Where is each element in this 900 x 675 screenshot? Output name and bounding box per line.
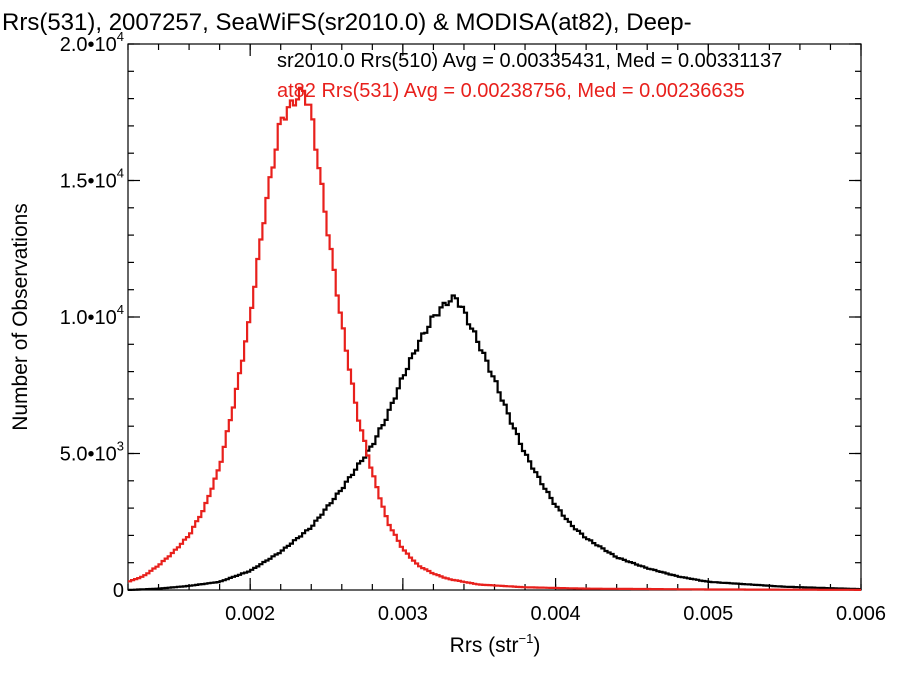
x-tick-label-4: 0.006 [836, 603, 886, 625]
axis-ticks [127, 43, 862, 591]
x-tick-label-0: 0.002 [225, 603, 275, 625]
plot-frame [127, 43, 862, 591]
x-tick-label-2: 0.004 [531, 603, 581, 625]
legend-entry-black: sr2010.0 Rrs(510) Avg = 0.00335431, Med … [277, 50, 782, 72]
series-layer [128, 86, 861, 591]
y-tick-labels: 0 5.0•103 1.0•104 1.5•104 2.0•104 [60, 29, 124, 602]
y-tick-label-4: 2.0•104 [60, 29, 124, 56]
legend-entry-red: at82 Rrs(531) Avg = 0.00238756, Med = 0.… [277, 80, 745, 102]
x-tick-label-3: 0.005 [683, 603, 733, 625]
x-axis-label: Rrs (str−1) [450, 631, 541, 657]
y-axis-label: Number of Observations [9, 203, 32, 431]
series-1-histogram [128, 86, 861, 591]
y-tick-label-1: 5.0•103 [60, 439, 124, 466]
y-tick-label-0: 0 [113, 580, 124, 602]
x-tick-labels: 0.002 0.003 0.004 0.005 0.006 [225, 603, 886, 625]
chart-title: Rrs(531), 2007257, SeaWiFS(sr2010.0) & M… [2, 9, 692, 36]
y-tick-label-2: 1.0•104 [60, 302, 124, 329]
series-0-histogram [128, 294, 861, 591]
x-tick-label-1: 0.003 [378, 603, 428, 625]
x-axis-label-exponent: −1 [519, 631, 534, 646]
y-tick-label-3: 1.5•104 [60, 166, 124, 193]
